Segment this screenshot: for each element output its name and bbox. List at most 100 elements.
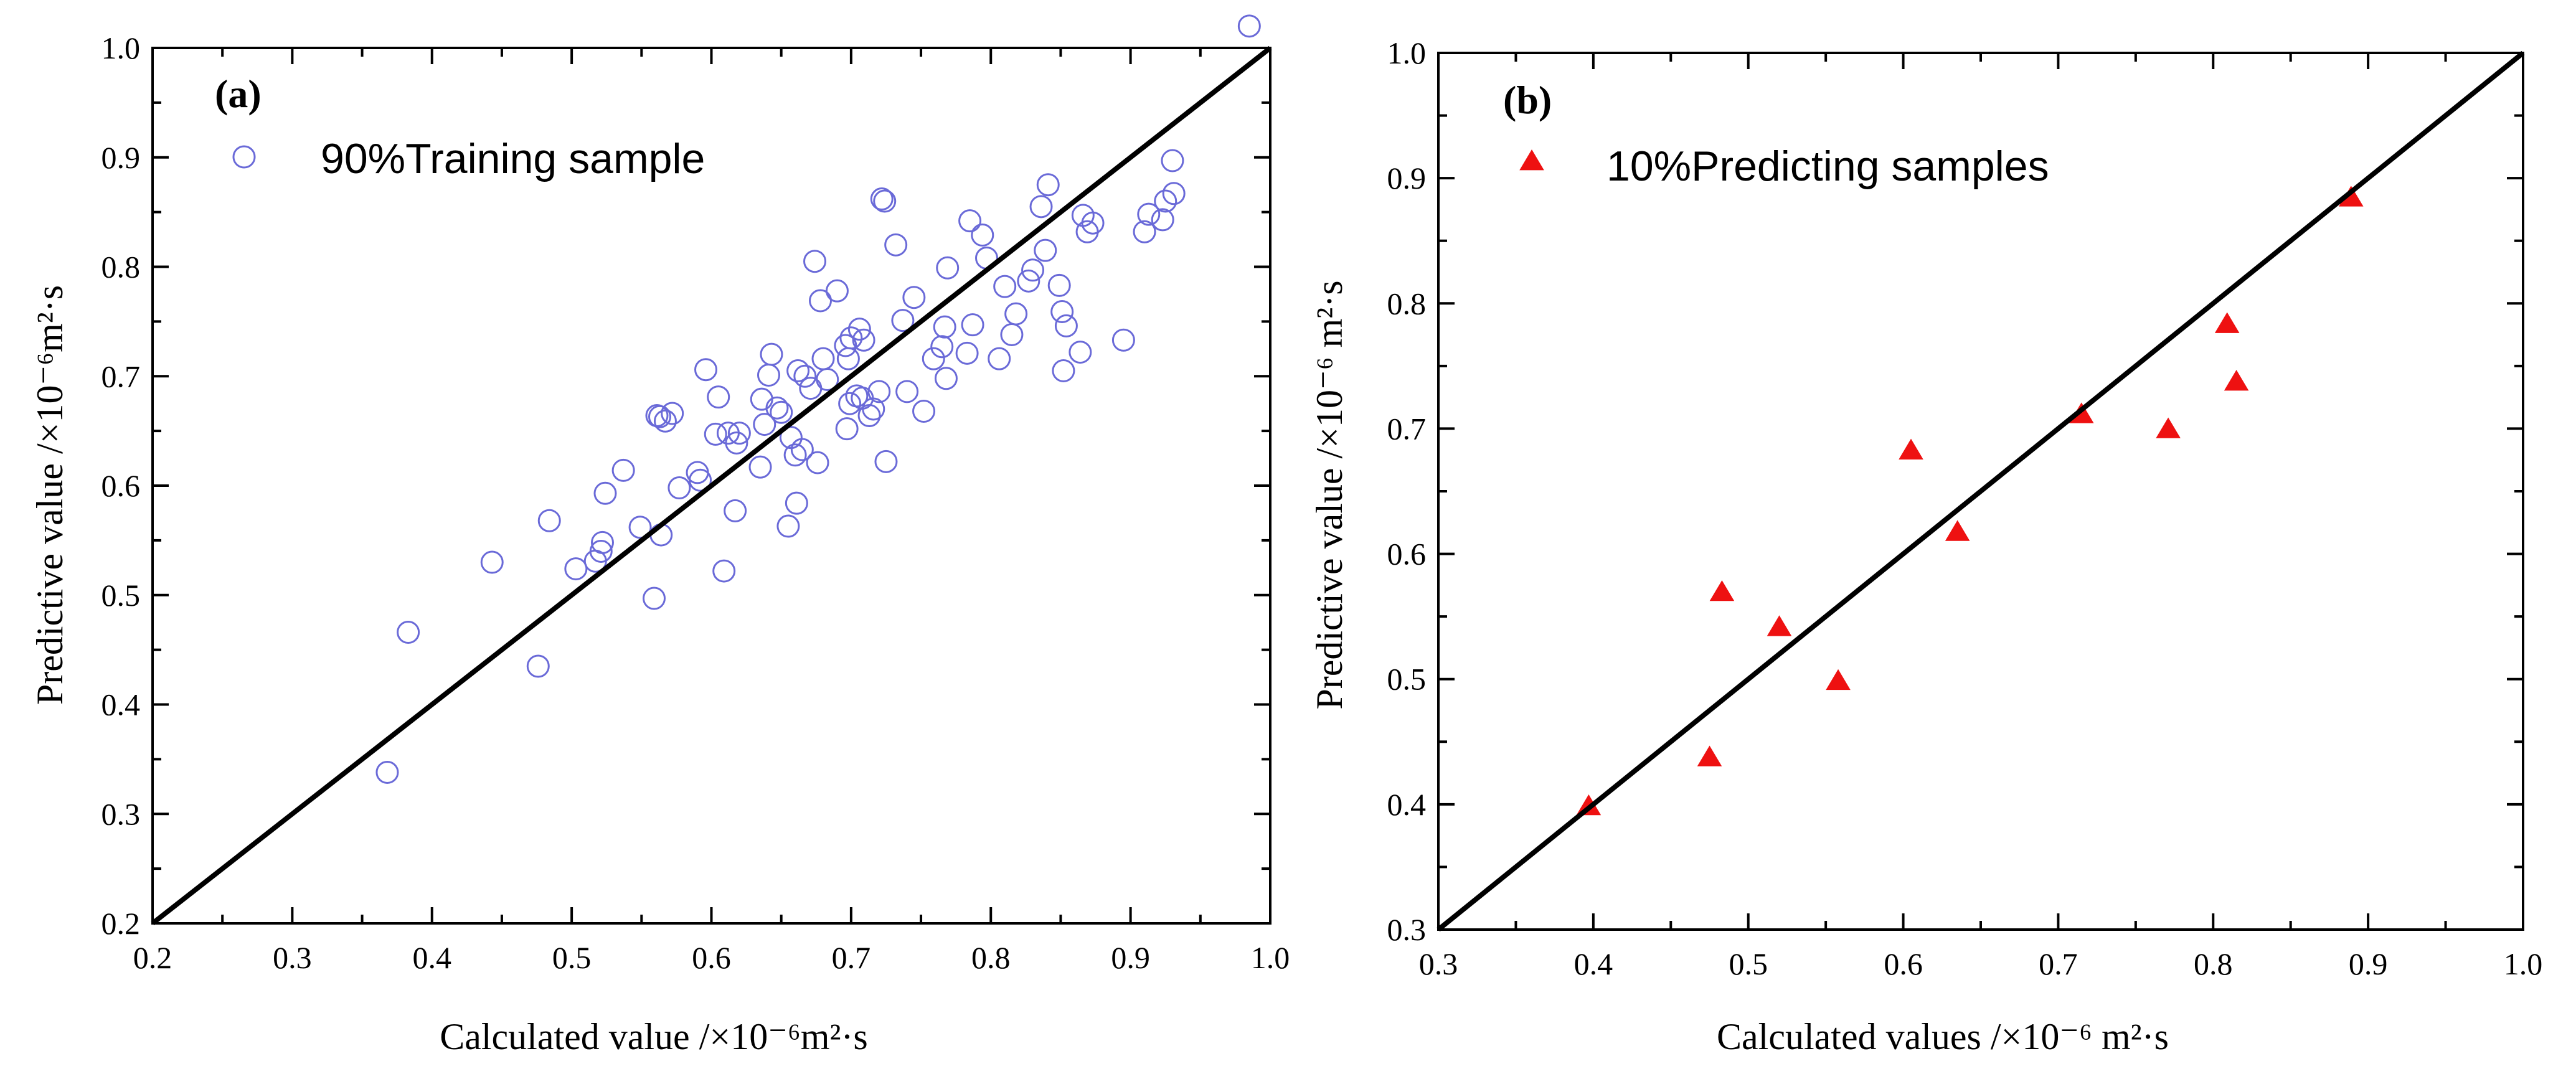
panel-a-ticks (151, 47, 1271, 925)
panel-a-data-point (1052, 359, 1075, 382)
panel-a-data-point (1029, 195, 1053, 219)
panel-b-y-tick-label: 0.4 (1387, 787, 1427, 822)
panel-a-data-point (1081, 211, 1105, 235)
panel-a-data-point (707, 385, 730, 409)
panel-a-data-point (933, 315, 956, 339)
panel-a-data-point (643, 587, 666, 610)
panel-a-y-axis-title: Predictive value /×10⁻⁶m²·s (29, 285, 70, 705)
panel-a-y-tick-label: 0.2 (101, 906, 141, 941)
panel-a-data-point (816, 368, 839, 392)
panel-a-y-tick-label: 0.7 (101, 359, 141, 393)
panel-a-data-point (1154, 189, 1177, 213)
panel-b-data-point (1697, 745, 1722, 766)
panel-a-data-point (537, 509, 561, 532)
panel-b-data-point (2156, 417, 2181, 438)
panel-a-data-point (648, 405, 671, 428)
panel-a-data-point (689, 468, 712, 492)
panel-a-y-tick-label: 0.4 (101, 687, 141, 722)
panel-a-data-point (375, 760, 399, 784)
panel-a-data-point (564, 557, 588, 581)
panel-a-data-point (803, 250, 827, 273)
panel-a-data-point (668, 476, 691, 500)
panel-a-data-point (884, 233, 908, 257)
panel-b-data-point (1767, 615, 1792, 636)
panel-b-scatter-plot: 0.3 0.4 0.5 0.6 0.7 0.8 0.9 1.0 0.3 0.4 0.5 0.6 0.7 0… (1309, 35, 2542, 1057)
panel-b-data-point (1709, 580, 1735, 601)
panel-a-data-point (993, 275, 1017, 298)
panel-b-diagonal-line (1437, 50, 2525, 932)
panel-a-data-point (852, 328, 875, 352)
panel-a-data-point (835, 417, 859, 441)
panel-a-data-point (1162, 182, 1186, 205)
panel-a-data-point (480, 550, 504, 574)
panel-a-data-point (1004, 302, 1028, 326)
panel-a-data-point (870, 187, 894, 211)
panel-b-x-tick-label: 0.4 (1574, 946, 1613, 981)
panel-a-data-point (867, 380, 891, 403)
panel-a-data-point (809, 289, 833, 313)
panel-a-data-point (753, 413, 776, 436)
panel-a-data-point (724, 499, 747, 522)
panel-a-data-point (806, 451, 829, 474)
panel-a-data-points (375, 14, 1261, 784)
panel-b-y-tick-label: 0.7 (1387, 411, 1427, 446)
panel-b-x-axis-title: Calculated values /×10⁻⁶ m²·s (1717, 1016, 2169, 1057)
panel-a-data-point (783, 443, 807, 467)
panel-a-data-point (628, 516, 652, 539)
panel-a-data-point (776, 514, 800, 538)
panel-b-y-tick-label: 0.9 (1387, 161, 1427, 196)
panel-a-data-point (611, 458, 635, 482)
panel-a-data-point (839, 326, 863, 350)
panel-a-x-axis-title: Calculated value /×10⁻⁶m²·s (440, 1016, 868, 1057)
panel-a-data-point (712, 559, 736, 583)
panel-a-x-tick-label: 0.7 (832, 940, 871, 975)
panel-b-legend-text: 10%Predicting samples (1606, 143, 2049, 190)
panel-a-data-point (936, 256, 960, 280)
panel-a-data-point (838, 392, 862, 415)
panel-a-data-point (1237, 14, 1261, 38)
panel-a-data-point (902, 286, 926, 309)
panel-a-data-point (922, 347, 945, 370)
panel-a-data-point (785, 491, 808, 515)
panel-b-x-tick-label: 0.9 (2349, 946, 2388, 981)
panel-a-data-point (653, 409, 677, 433)
panel-a-data-point (1069, 341, 1092, 364)
panel-a-diagonal-line (151, 45, 1272, 926)
panel-a-y-tick-label: 1.0 (101, 31, 141, 65)
panel-a-data-point (590, 530, 614, 554)
panel-a-data-point (1111, 328, 1135, 352)
panel-a-y-tick-label: 0.6 (101, 468, 141, 503)
panel-a-x-tick-label: 0.8 (971, 940, 1011, 975)
panel-a-y-tick-label: 0.5 (101, 578, 141, 613)
panel-a-data-point (811, 347, 835, 370)
panel-a-x-tick-label: 0.5 (552, 940, 592, 975)
panel-a-data-point (912, 399, 936, 423)
panel-a-data-point (874, 450, 898, 473)
panel-a-label: (a) (215, 72, 262, 116)
panel-b-data-point (1899, 438, 1923, 459)
panel-a-x-tick-label: 0.2 (133, 940, 172, 975)
panel-b-x-tick-label: 0.3 (1419, 946, 1458, 981)
panel-a-data-point (1137, 202, 1161, 226)
panel-a-data-point (891, 309, 915, 332)
panel-a-data-point (934, 367, 958, 390)
panel-a-data-point (847, 318, 871, 341)
panel-b-x-tick-label: 0.5 (1729, 946, 1768, 981)
panel-a-data-point (834, 334, 857, 357)
panel-a-data-point (397, 621, 420, 644)
panel-a-data-point (873, 189, 897, 213)
panel-b-legend-symbol (1519, 149, 1544, 171)
panel-b-y-axis-title: Predictive value /×10⁻⁶ m²·s (1309, 280, 1350, 709)
panel-b-x-tick-label: 0.6 (1884, 946, 1923, 981)
panel-a-data-point (1021, 258, 1045, 282)
panel-a-data-point (930, 335, 954, 359)
panel-a-x-tick-label: 1.0 (1251, 940, 1290, 975)
panel-a-data-point (895, 380, 919, 403)
panel-b-data-points (1576, 186, 2364, 816)
panel-a-x-tick-label: 0.6 (692, 940, 731, 975)
panel-a-x-tick-label: 0.3 (273, 940, 312, 975)
panel-a-data-point (786, 359, 810, 382)
panel-b-tick-labels: 0.3 0.4 0.5 0.6 0.7 0.8 0.9 1.0 0.3 0.4 0.5 0.6 0.7 0… (1387, 35, 2543, 981)
panel-a-data-point (757, 363, 780, 387)
